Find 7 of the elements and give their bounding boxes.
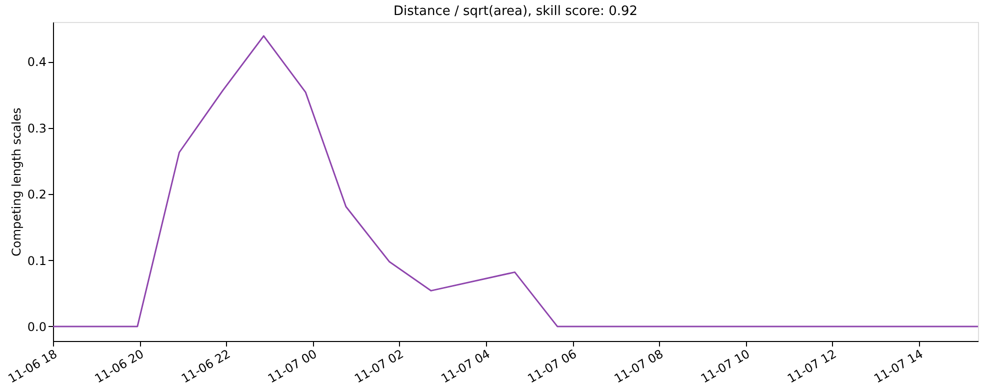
y-tick-label: 0.0 bbox=[27, 320, 46, 334]
y-axis-title: Competing length scales bbox=[9, 108, 24, 256]
y-tick-label: 0.1 bbox=[27, 254, 46, 268]
y-tick-label: 0.3 bbox=[27, 121, 46, 136]
y-tick-label: 0.2 bbox=[27, 188, 46, 202]
chart-title: Distance / sqrt(area), skill score: 0.92 bbox=[393, 4, 638, 19]
y-tick-label: 0.4 bbox=[27, 55, 46, 70]
